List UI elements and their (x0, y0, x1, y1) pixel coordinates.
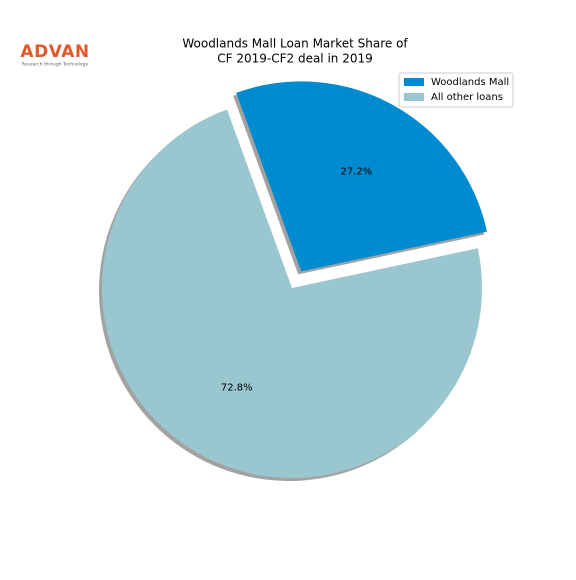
legend-label: All other loans (431, 92, 503, 103)
value-label: 27.2% (341, 167, 373, 178)
chart-title: Woodlands Mall Loan Market Share of (182, 37, 408, 51)
wedges (102, 81, 487, 478)
logo-tagline: Research through Technology (22, 62, 89, 68)
chart-title: CF 2019-CF2 deal in 2019 (217, 52, 373, 66)
legend-label: Woodlands Mall (431, 77, 509, 88)
value-label: 72.8% (221, 383, 253, 394)
wedge (236, 81, 487, 272)
logo-name: ADVAN (20, 42, 89, 62)
wedge (102, 109, 482, 478)
legend-box (398, 72, 514, 108)
legend-swatch (404, 93, 424, 101)
legend-swatch (404, 78, 424, 86)
legend: Woodlands Mall All other loans (398, 72, 514, 108)
